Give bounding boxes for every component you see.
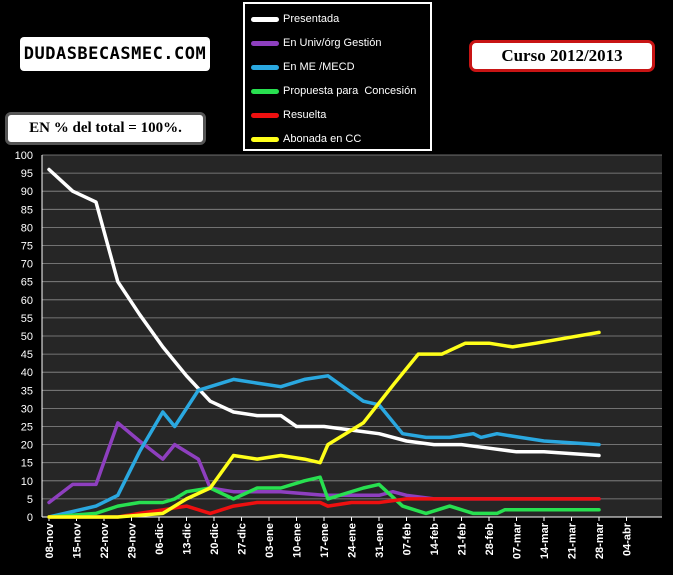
series-line-2 [47, 374, 601, 519]
legend-label: En ME /MECD [283, 61, 355, 73]
legend-swatch [251, 64, 279, 70]
y-tick-label: 55 [21, 313, 33, 325]
y-tick-label: 70 [21, 259, 33, 271]
x-tick-label: 28-mar [594, 522, 606, 559]
y-tick-label: 5 [27, 494, 33, 506]
series-line-0 [47, 167, 601, 458]
x-tick-label: 13-dic [182, 523, 194, 555]
legend-entry-en-me: En ME /MECD [251, 59, 355, 75]
y-tick-label: 60 [21, 295, 33, 307]
x-tick-label: 10-ene [292, 523, 304, 558]
y-tick-label: 25 [21, 422, 33, 434]
site-brand: DUDASBECASMEC.COM [20, 37, 210, 71]
y-tick-label: 65 [21, 277, 33, 289]
x-tick-label: 15-nov [72, 522, 84, 558]
y-tick-labels: 0 5 10 15 20 25 30 35 40 45 50 55 60 65 70 75 80 85 90 95 10… [15, 150, 33, 524]
y-tick-label: 95 [21, 168, 33, 180]
legend-swatch [251, 136, 279, 142]
x-tick-label: 07-mar [512, 522, 524, 559]
series-lines [47, 167, 601, 519]
y-tick-label: 100 [15, 150, 33, 162]
x-tick-label: 14-mar [539, 522, 551, 559]
y-tick-label: 85 [21, 204, 33, 216]
series-line-3 [47, 475, 601, 519]
y-tick-label: 75 [21, 241, 33, 253]
percent-note: EN % del total = 100%. [5, 112, 206, 145]
legend-swatch [251, 40, 279, 46]
chart-legend: Presentada En Univ/órg Gestión En ME /ME… [243, 2, 432, 151]
x-tick-label: 06-dic [154, 523, 166, 555]
legend-swatch [251, 16, 279, 22]
y-tick-label: 20 [21, 440, 33, 452]
x-tick-label: 22-nov [99, 522, 111, 558]
legend-entry-propuesta: Propuesta para Concesión [251, 83, 416, 99]
legend-label: Propuesta para Concesión [283, 85, 417, 97]
y-tick-label: 35 [21, 385, 33, 397]
legend-entry-abonada: Abonada en CC [251, 131, 361, 147]
series-line-4 [47, 497, 601, 519]
x-tick-label: 07-feb [402, 523, 414, 556]
legend-entry-en-univ: En Univ/órg Gestión [251, 35, 381, 51]
x-tick-label: 31-ene [374, 523, 386, 558]
y-tick-label: 80 [21, 222, 33, 234]
x-tick-label: 03-ene [264, 523, 276, 558]
x-tick-label: 04-abr [622, 522, 634, 556]
legend-label: En Univ/órg Gestión [283, 37, 382, 49]
x-tick-label: 24-ene [347, 523, 359, 558]
x-tick-label: 08-nov [44, 522, 56, 558]
legend-label: Abonada en CC [283, 133, 362, 145]
legend-label: Presentada [283, 13, 340, 25]
legend-entry-resuelta: Resuelta [251, 107, 326, 123]
x-tick-label: 17-ene [319, 523, 331, 558]
y-tick-label: 40 [21, 367, 33, 379]
y-tick-label: 15 [21, 458, 33, 470]
x-tick-labels: 08-nov 15-nov 22-nov 29-nov 06-dic 13-dic 20-d… [44, 517, 634, 559]
x-tick-label: 14-feb [429, 523, 441, 556]
y-tick-label: 10 [21, 476, 33, 488]
x-tick-label: 29-nov [127, 522, 139, 558]
series-line-5 [47, 330, 601, 519]
x-tick-label: 21-mar [567, 522, 579, 559]
legend-label: Resuelta [283, 109, 327, 121]
y-tick-label: 45 [21, 349, 33, 361]
y-tick-label: 0 [27, 512, 33, 524]
legend-swatch [251, 88, 279, 94]
legend-entry-presentada: Presentada [251, 11, 339, 27]
y-tick-label: 90 [21, 186, 33, 198]
x-tick-label: 21-feb [457, 523, 469, 556]
legend-swatch [251, 112, 279, 118]
course-label: Curso 2012/2013 [469, 40, 655, 72]
grid-lines [42, 154, 662, 500]
x-tick-label: 28-feb [484, 523, 496, 556]
y-tick-label: 30 [21, 403, 33, 415]
y-tick-label: 50 [21, 331, 33, 343]
x-tick-label: 20-dic [209, 523, 221, 555]
x-tick-label: 27-dic [237, 523, 249, 555]
